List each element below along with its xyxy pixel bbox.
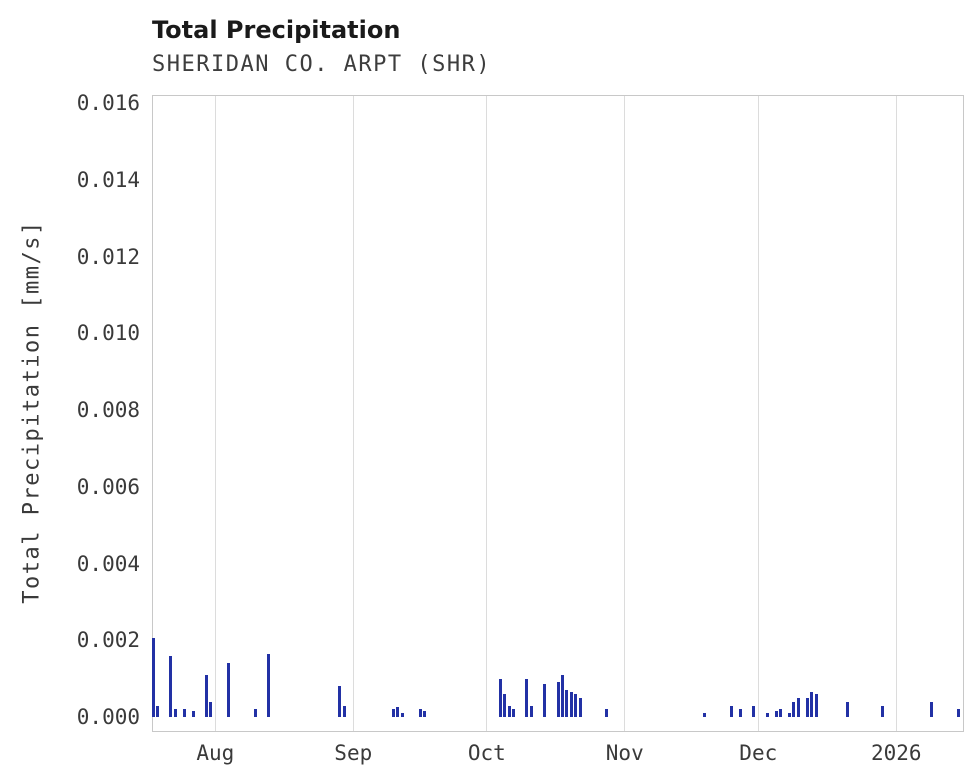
precip-bar [565, 690, 569, 717]
precip-bar [774, 711, 778, 717]
gridline [486, 96, 488, 731]
precip-bar [814, 693, 818, 717]
precip-bar [155, 705, 159, 717]
x-tick-label: Oct [467, 741, 506, 765]
precip-bar [543, 684, 547, 717]
precip-bar [578, 697, 582, 717]
y-tick-label: 0.008 [76, 398, 140, 422]
gridline [757, 96, 759, 731]
precip-bar [881, 705, 885, 717]
precip-bar [169, 655, 173, 717]
precip-bar [957, 709, 961, 717]
precip-bar [779, 709, 783, 717]
y-tick-label: 0.000 [76, 705, 140, 729]
precip-bar [525, 678, 529, 717]
precip-bar [765, 713, 769, 717]
y-tick-label: 0.004 [76, 551, 140, 576]
precip-bar [151, 638, 155, 717]
precip-bar [787, 713, 791, 717]
x-tick-label: Aug [196, 741, 235, 765]
y-tick-label: 0.014 [76, 167, 140, 192]
precip-bar [845, 701, 849, 717]
precip-bar [792, 701, 796, 717]
y-tick-label: 0.016 [76, 91, 140, 115]
precip-bar [930, 701, 934, 717]
precip-bar [400, 713, 404, 717]
x-tick-label: Dec [739, 741, 778, 765]
precip-bar [498, 678, 502, 717]
precip-bar [752, 705, 756, 717]
gridline [214, 96, 216, 731]
precip-bar [391, 709, 395, 717]
precip-bar [342, 705, 346, 717]
gridline [352, 96, 354, 731]
precip-bar [173, 709, 177, 717]
y-tick-label: 0.006 [76, 474, 140, 499]
precip-bar [338, 686, 342, 717]
x-tick-label: 2026 [870, 741, 922, 765]
x-tick-label: Nov [605, 741, 644, 765]
gridline [624, 96, 626, 731]
y-tick-label: 0.002 [76, 628, 140, 653]
precip-bar [730, 705, 734, 717]
precip-bar [182, 709, 186, 717]
gridline [895, 96, 897, 731]
precip-bar [556, 682, 560, 717]
precip-bar [560, 674, 564, 717]
precip-bar [574, 693, 578, 717]
precip-bar [418, 709, 422, 717]
precip-bar [191, 711, 195, 717]
precip-bar [396, 707, 400, 717]
precip-bar [209, 701, 213, 717]
precip-bar [810, 692, 814, 717]
chart-title: Total Precipitation [152, 16, 401, 44]
chart-subtitle: SHERIDAN CO. ARPT (SHR) [152, 52, 492, 77]
precip-bar [253, 709, 257, 717]
precip-bar [267, 653, 271, 717]
precip-bar [204, 674, 208, 717]
precip-bar [605, 709, 609, 717]
precip-bar [569, 692, 573, 717]
precip-bar [796, 697, 800, 717]
precip-bar [805, 697, 809, 717]
precip-bar [511, 709, 515, 717]
precip-bar [703, 713, 707, 717]
precip-bar [503, 693, 507, 717]
plot-area [151, 95, 964, 732]
precip-bar [738, 709, 742, 717]
precip-bar [507, 705, 511, 717]
precip-bar [227, 663, 231, 717]
precip-bar [529, 705, 533, 717]
y-tick-label: 0.012 [76, 244, 140, 269]
y-tick-label: 0.010 [76, 321, 140, 346]
x-tick-label: Sep [334, 741, 373, 765]
precip-bar [422, 711, 426, 717]
